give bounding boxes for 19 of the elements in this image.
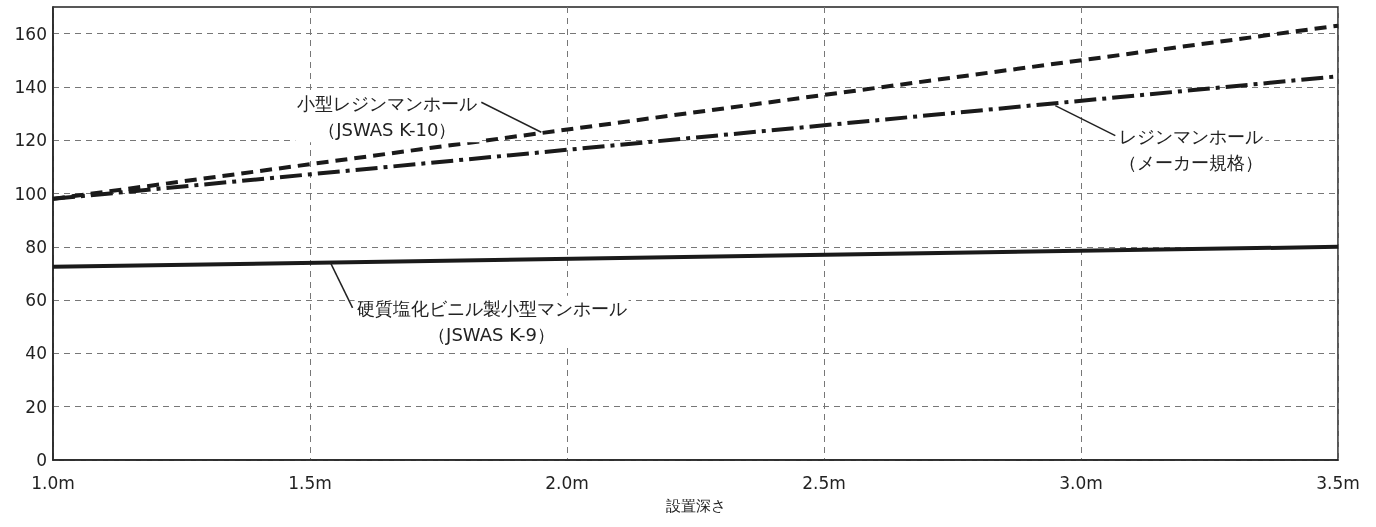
y-tick-label: 60 [25,290,47,311]
x-tick-label: 1.5m [288,472,332,493]
y-tick-label: 160 [14,23,47,44]
annotation: 小型レジンマンホール（JSWAS K-10） [297,92,478,140]
y-tick-label: 0 [36,450,47,470]
y-tick-label: 40 [25,343,47,364]
x-tick-label: 2.0m [545,472,589,493]
x-tick-label: 3.5m [1316,472,1360,493]
x-tick-label: 2.5m [802,472,846,493]
y-tick-label: 80 [25,236,47,257]
x-tick-label: 1.0m [31,472,75,493]
annotation: レジンマンホール（メーカー規格） [1119,126,1264,174]
y-tick-label: 140 [14,76,47,97]
y-tick-label: 100 [14,183,47,204]
annotation: 硬質塩化ビニル製小型マンホール（JSWAS K-9） [356,298,627,346]
x-tick-label: 3.0m [1059,472,1103,493]
y-tick-label: 120 [14,130,47,151]
x-axis-title: 設置深さ [665,496,726,515]
y-tick-label: 20 [25,396,47,417]
